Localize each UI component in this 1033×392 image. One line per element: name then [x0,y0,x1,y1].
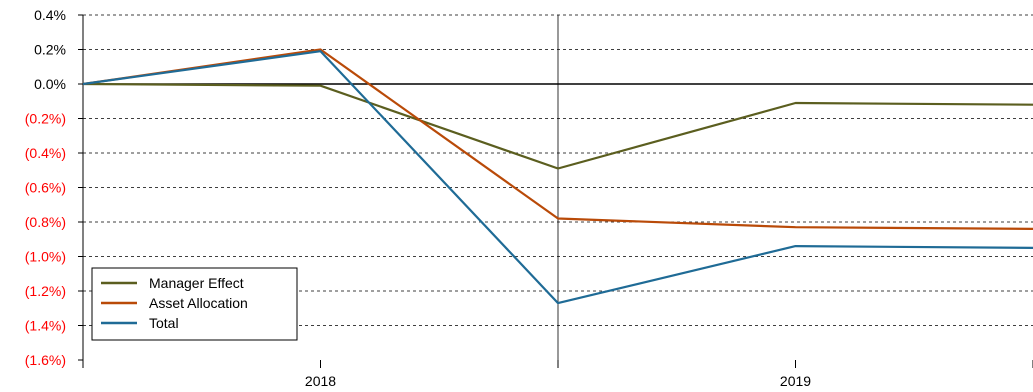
y-tick-label: (0.2%) [25,111,66,127]
axes [78,14,1033,368]
x-axis-tick-labels: 2018 2019 [305,373,811,389]
y-tick-label: (0.8%) [25,214,66,230]
x-tick-label: 2018 [305,373,336,389]
y-tick-label: 0.4% [34,7,66,23]
y-tick-label: (0.6%) [25,180,66,196]
y-tick-label: (1.6%) [25,352,66,368]
y-tick-label: 0.2% [34,42,66,58]
y-tick-label: (1.0%) [25,249,66,265]
x-tick-label: 2019 [780,373,811,389]
legend-label: Asset Allocation [149,295,248,311]
series-lines [82,48,1033,305]
legend: Manager Effect Asset Allocation Total [91,267,298,341]
y-tick-label: 0.0% [34,76,66,92]
series-line-total [82,50,1033,305]
legend-label: Manager Effect [149,275,244,291]
y-tick-label: (0.4%) [25,145,66,161]
series-line-manager-effect [82,82,1033,170]
series-line-asset-allocation [82,48,1033,230]
legend-label: Total [149,315,179,331]
y-tick-label: (1.2%) [25,283,66,299]
y-tick-label: (1.4%) [25,318,66,334]
y-axis-tick-labels: 0.4% 0.2% 0.0% (0.2%) (0.4%) (0.6%) (0.8%) (1.0… [25,7,66,368]
